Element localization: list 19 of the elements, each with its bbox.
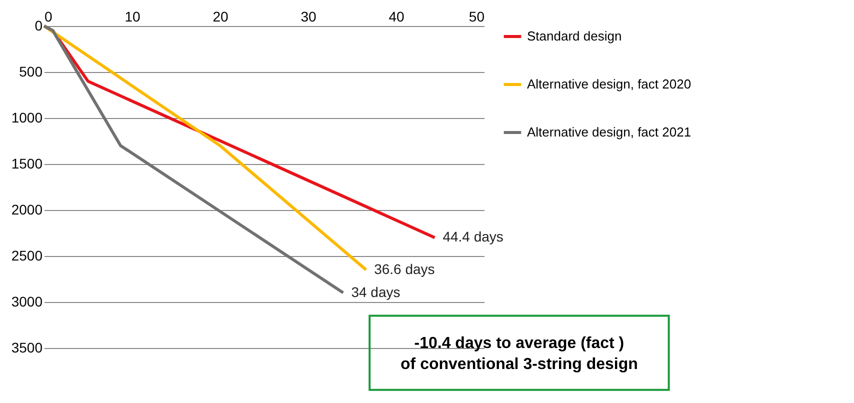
x-tick-label: 20: [212, 8, 228, 24]
legend-label: Alternative design, fact 2021: [527, 124, 692, 140]
y-tick-label: 500: [19, 64, 43, 80]
y-tick-label: 1500: [11, 156, 43, 172]
legend-label: Alternative design, fact 2020: [527, 76, 692, 92]
x-tick-label: 30: [300, 8, 316, 24]
y-tick-label: 3000: [11, 294, 43, 310]
y-tick-label: 3500: [11, 340, 43, 356]
y-tick-label: 2000: [11, 202, 43, 218]
annotation: 36.6 days: [374, 260, 435, 277]
y-tick-label: 1000: [11, 110, 43, 126]
annotation: 34 days: [351, 284, 400, 300]
annotation: -10.4 days to average (fact ) of conventional 3-string design: [400, 335, 638, 374]
x-tick-label: 40: [388, 8, 404, 24]
x-tick-label: 10: [124, 8, 140, 24]
y-tick-label: 2500: [11, 248, 43, 264]
annotation: 44.4 days: [442, 228, 504, 245]
x-tick-label: 50: [468, 8, 485, 24]
legend-label: Standard design: [527, 28, 622, 44]
